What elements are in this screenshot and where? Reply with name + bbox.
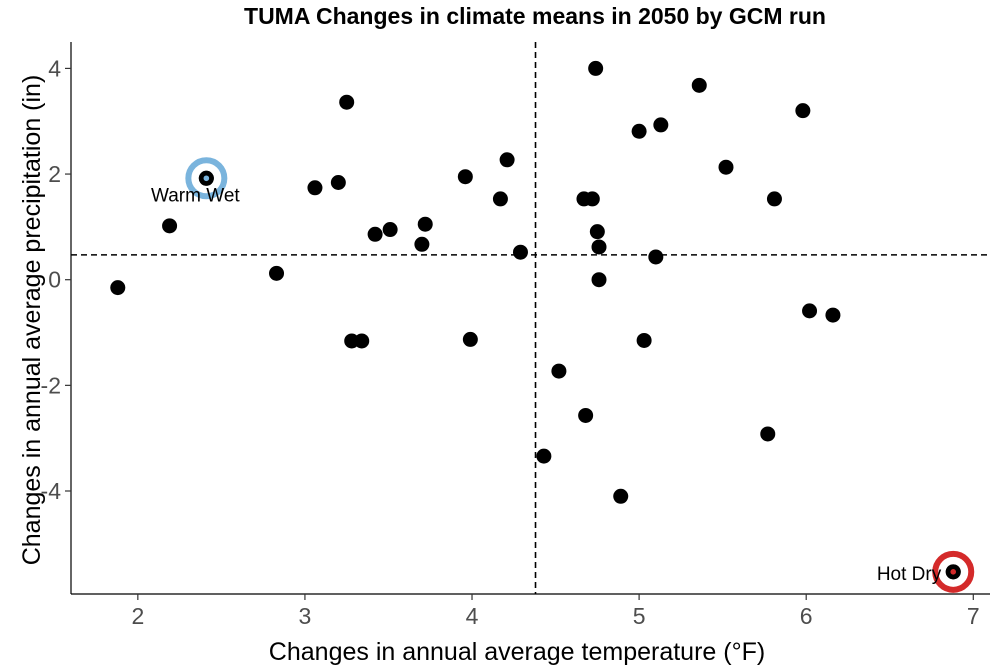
data-point: [591, 272, 607, 288]
data-point: [162, 218, 178, 234]
data-point: [718, 159, 734, 175]
data-point: [492, 191, 508, 207]
data-point: [512, 244, 528, 260]
data-point: [417, 216, 433, 232]
data-point: [584, 191, 600, 207]
data-point: [825, 307, 841, 323]
data-point: [648, 249, 664, 265]
highlight-ring: [185, 157, 228, 200]
data-point: [766, 191, 782, 207]
x-tick-label: 3: [299, 603, 312, 629]
data-point: [367, 226, 383, 242]
data-points: [110, 60, 961, 580]
data-point: [457, 169, 473, 185]
reference-lines: [71, 42, 990, 594]
data-point: [802, 303, 818, 319]
data-point: [578, 407, 594, 423]
highlight-label: Hot Dry: [877, 564, 942, 585]
y-tick-label: 2: [48, 161, 61, 187]
highlight-label: Warm Wet: [151, 185, 240, 206]
data-point: [653, 117, 669, 133]
y-axis-title: Changes in annual average precipitation …: [18, 75, 46, 566]
highlight-ring: [932, 550, 975, 593]
data-point: [551, 363, 567, 379]
x-axis-title: Changes in annual average temperature (°…: [269, 638, 765, 666]
data-point: [591, 239, 607, 255]
data-point: [499, 152, 515, 168]
data-point: [382, 222, 398, 238]
y-tick-label: -4: [41, 478, 62, 504]
data-point: [795, 103, 811, 119]
x-tick-label: 2: [131, 603, 144, 629]
highlighted-scenarios: Warm Wet Hot Dry: [151, 157, 975, 593]
chart-title: TUMA Changes in climate means in 2050 by…: [244, 3, 826, 29]
data-point: [110, 280, 126, 296]
data-point: [636, 332, 652, 348]
data-point: [339, 94, 355, 110]
data-point: [354, 333, 370, 349]
data-point: [330, 175, 346, 191]
highlight-center: [203, 175, 210, 182]
x-tick-label: 7: [967, 603, 980, 629]
data-point: [613, 488, 629, 504]
data-point: [691, 77, 707, 93]
x-tick-label: 5: [633, 603, 646, 629]
data-point: [462, 331, 478, 347]
data-point: [631, 123, 647, 139]
data-point: [269, 265, 285, 281]
y-tick-label: -2: [41, 372, 61, 398]
data-point: [307, 180, 323, 196]
data-point: [588, 60, 604, 76]
data-point: [589, 224, 605, 240]
data-point: [536, 448, 552, 464]
data-point: [414, 236, 430, 252]
x-tick-label: 6: [800, 603, 813, 629]
y-tick-label: 4: [48, 55, 61, 81]
axes: 2 3 4 5 6 7 -4 -2 0 2 4: [41, 42, 990, 629]
y-tick-label: 0: [48, 267, 61, 293]
highlight-center: [950, 569, 957, 575]
data-point: [760, 426, 776, 442]
x-tick-label: 4: [466, 603, 479, 629]
